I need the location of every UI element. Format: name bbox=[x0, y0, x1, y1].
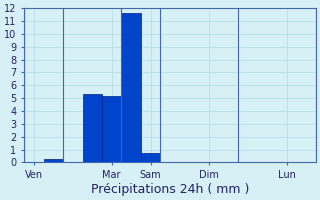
Bar bbox=[44, 159, 63, 162]
Bar bbox=[83, 94, 102, 162]
Bar bbox=[141, 153, 160, 162]
Bar bbox=[102, 96, 121, 162]
X-axis label: Précipitations 24h ( mm ): Précipitations 24h ( mm ) bbox=[91, 183, 249, 196]
Bar bbox=[121, 13, 141, 162]
